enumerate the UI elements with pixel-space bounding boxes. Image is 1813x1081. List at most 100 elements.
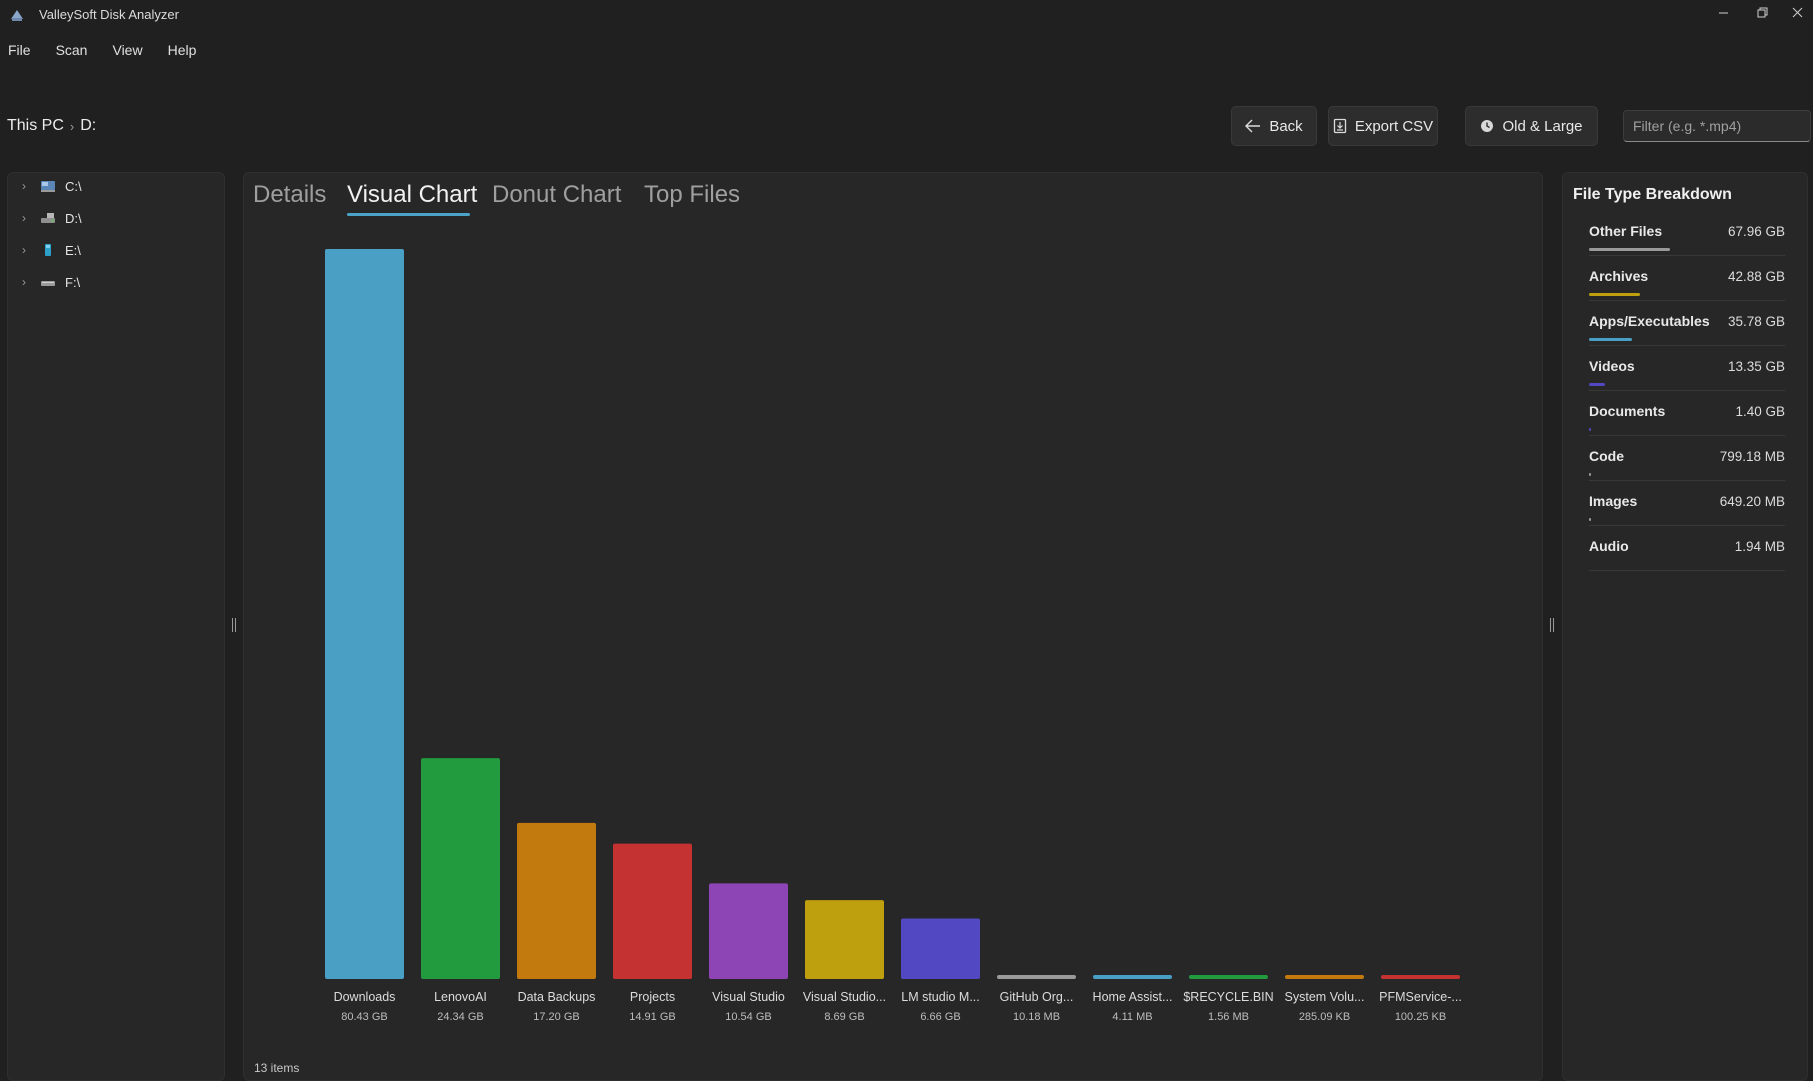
right-splitter-handle[interactable] bbox=[1550, 618, 1554, 632]
file-type-size: 35.78 GB bbox=[1727, 314, 1785, 329]
restore-icon bbox=[1757, 6, 1768, 21]
file-type-bar-fill bbox=[1589, 473, 1591, 476]
tree-item-d[interactable]: › D:\ bbox=[22, 206, 82, 230]
file-type-bar-fill bbox=[1589, 383, 1605, 386]
arrow-left-icon bbox=[1245, 119, 1261, 133]
export-csv-label: Export CSV bbox=[1354, 117, 1434, 135]
bar-size-label: 100.25 KB bbox=[1395, 1011, 1446, 1023]
chart-bar[interactable] bbox=[1189, 975, 1268, 979]
usb-drive-icon bbox=[40, 243, 56, 257]
export-csv-button[interactable]: Export CSV bbox=[1328, 106, 1438, 146]
tab-top-files[interactable]: Top Files bbox=[644, 181, 741, 208]
tree-item-f[interactable]: › F:\ bbox=[22, 270, 80, 294]
bar-size-label: 4.11 MB bbox=[1112, 1011, 1152, 1023]
bar-size-label: 24.34 GB bbox=[437, 1011, 483, 1023]
chart-bar[interactable] bbox=[517, 822, 596, 979]
file-type-bar-fill bbox=[1589, 518, 1591, 521]
bar-size-label: 8.69 GB bbox=[824, 1011, 864, 1023]
chart-bar[interactable] bbox=[1285, 975, 1364, 979]
bar-size-label: 1.56 MB bbox=[1208, 1011, 1249, 1023]
breadcrumb-current[interactable]: D: bbox=[80, 117, 97, 134]
chart-bar[interactable] bbox=[1093, 975, 1172, 979]
app-icon bbox=[9, 7, 25, 23]
bar-label: Visual Studio... bbox=[803, 990, 886, 1004]
bar-label: PFMService-... bbox=[1379, 990, 1462, 1004]
chevron-right-icon[interactable]: › bbox=[22, 243, 26, 257]
chart-bar[interactable] bbox=[709, 883, 788, 979]
chart-bar[interactable] bbox=[421, 758, 500, 979]
menu-help[interactable]: Help bbox=[167, 42, 197, 58]
chart-bar[interactable] bbox=[901, 918, 980, 979]
bar-label: LenovoAI bbox=[434, 990, 487, 1004]
restore-button[interactable] bbox=[1742, 0, 1782, 26]
file-type-bar-track bbox=[1589, 248, 1785, 251]
menu-view[interactable]: View bbox=[112, 42, 143, 58]
tab-details[interactable]: Details bbox=[253, 181, 327, 208]
close-button[interactable] bbox=[1781, 0, 1813, 26]
file-type-bar-fill bbox=[1589, 338, 1632, 341]
minimize-icon bbox=[1718, 6, 1729, 21]
bar-label: Projects bbox=[630, 990, 675, 1004]
chevron-right-icon[interactable]: › bbox=[22, 211, 26, 225]
bar-size-label: 80.43 GB bbox=[341, 1011, 387, 1023]
old-and-large-button[interactable]: Old & Large bbox=[1465, 106, 1598, 146]
chart-bar[interactable] bbox=[613, 843, 692, 979]
left-splitter-handle[interactable] bbox=[232, 618, 236, 632]
file-type-name: Images bbox=[1589, 493, 1638, 509]
file-type-breakdown-title: File Type Breakdown bbox=[1573, 186, 1732, 203]
bar-size-label: 10.18 MB bbox=[1013, 1011, 1060, 1023]
file-type-row[interactable]: Code 799.18 MB bbox=[1589, 436, 1785, 481]
menu-bar: File Scan View Help bbox=[0, 40, 213, 62]
drive-icon bbox=[40, 275, 56, 289]
chevron-right-icon[interactable]: › bbox=[22, 275, 26, 289]
menu-scan[interactable]: Scan bbox=[55, 42, 88, 58]
bar-label: Home Assist... bbox=[1093, 990, 1173, 1004]
file-type-bar-track bbox=[1589, 338, 1785, 341]
file-type-bar-track bbox=[1589, 518, 1785, 521]
breadcrumb: This PC › D: bbox=[7, 117, 96, 135]
chart-bar[interactable] bbox=[997, 975, 1076, 979]
file-type-row[interactable]: Videos 13.35 GB bbox=[1589, 346, 1785, 391]
file-type-bar-track bbox=[1589, 563, 1785, 566]
breadcrumb-root[interactable]: This PC bbox=[7, 117, 64, 134]
drive-tree-panel bbox=[7, 172, 225, 1081]
status-item-count: 13 items bbox=[254, 1061, 300, 1075]
tree-item-label: C:\ bbox=[65, 178, 82, 194]
file-type-size: 1.40 GB bbox=[1735, 404, 1785, 419]
file-type-row[interactable]: Archives 42.88 GB bbox=[1589, 256, 1785, 301]
bar-label: Visual Studio bbox=[712, 990, 785, 1004]
file-type-name: Archives bbox=[1589, 268, 1649, 284]
file-type-row[interactable]: Documents 1.40 GB bbox=[1589, 391, 1785, 436]
file-type-row[interactable]: Other Files 67.96 GB bbox=[1589, 211, 1785, 256]
export-icon bbox=[1333, 118, 1347, 134]
minimize-button[interactable] bbox=[1703, 0, 1743, 26]
chart-bar[interactable] bbox=[805, 900, 884, 979]
file-type-bar-track bbox=[1589, 473, 1785, 476]
tab-donut-chart[interactable]: Donut Chart bbox=[492, 181, 622, 208]
chart-bar[interactable] bbox=[1381, 975, 1460, 979]
file-type-size: 649.20 MB bbox=[1719, 494, 1785, 509]
file-type-size: 1.94 MB bbox=[1734, 539, 1785, 554]
back-button[interactable]: Back bbox=[1231, 106, 1317, 146]
filter-input[interactable] bbox=[1623, 110, 1811, 142]
window-title: ValleySoft Disk Analyzer bbox=[39, 7, 179, 22]
file-type-bar-fill bbox=[1589, 248, 1671, 251]
file-type-size: 13.35 GB bbox=[1727, 359, 1785, 374]
file-type-name: Apps/Executables bbox=[1589, 313, 1710, 329]
file-type-row[interactable]: Images 649.20 MB bbox=[1589, 481, 1785, 526]
file-type-size: 67.96 GB bbox=[1727, 224, 1785, 239]
menu-file[interactable]: File bbox=[8, 42, 31, 58]
file-type-row[interactable]: Audio 1.94 MB bbox=[1589, 526, 1785, 571]
file-type-name: Documents bbox=[1589, 403, 1666, 419]
chevron-right-icon[interactable]: › bbox=[22, 179, 26, 193]
chart-bar[interactable] bbox=[325, 249, 404, 979]
file-type-row[interactable]: Apps/Executables 35.78 GB bbox=[1589, 301, 1785, 346]
bar-label: Data Backups bbox=[518, 990, 596, 1004]
file-type-size: 799.18 MB bbox=[1719, 449, 1785, 464]
file-type-bar-fill bbox=[1589, 293, 1641, 296]
tree-item-e[interactable]: › E:\ bbox=[22, 238, 81, 262]
clock-icon bbox=[1480, 119, 1494, 133]
tab-visual-chart[interactable]: Visual Chart bbox=[347, 181, 478, 208]
tree-item-c[interactable]: › C:\ bbox=[22, 174, 82, 198]
